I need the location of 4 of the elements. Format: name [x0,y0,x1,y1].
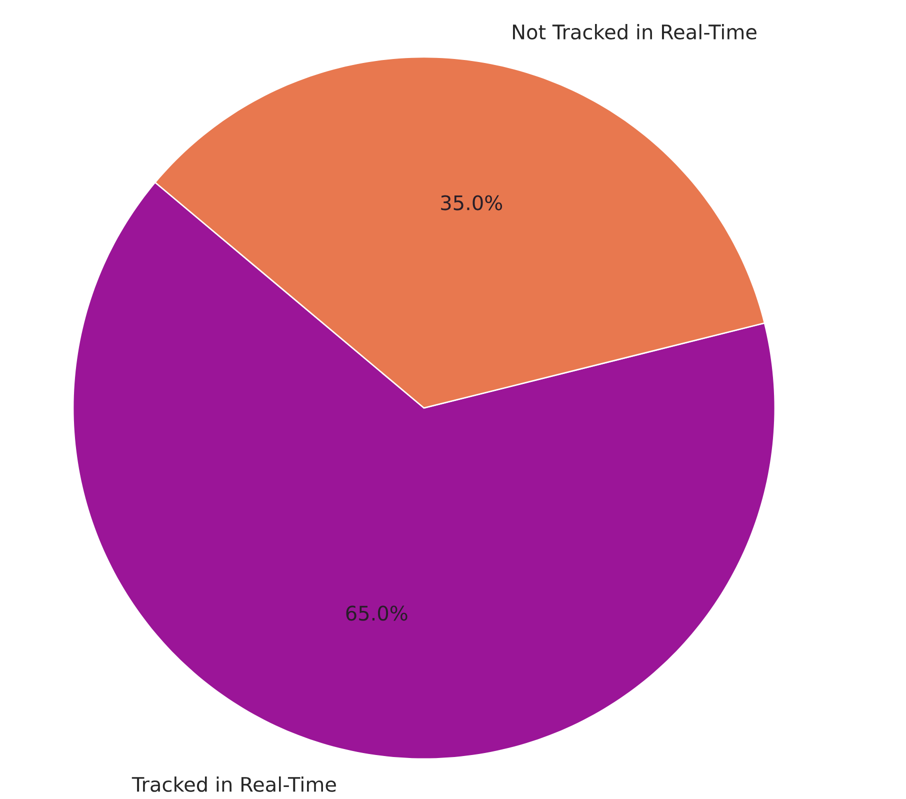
data-label: 65.0% [346,606,408,621]
slice-label: Tracked in Real-Time [132,776,336,792]
data-label: 35.0% [441,195,502,210]
slice-label: Not Tracked in Real-Time [513,24,756,40]
